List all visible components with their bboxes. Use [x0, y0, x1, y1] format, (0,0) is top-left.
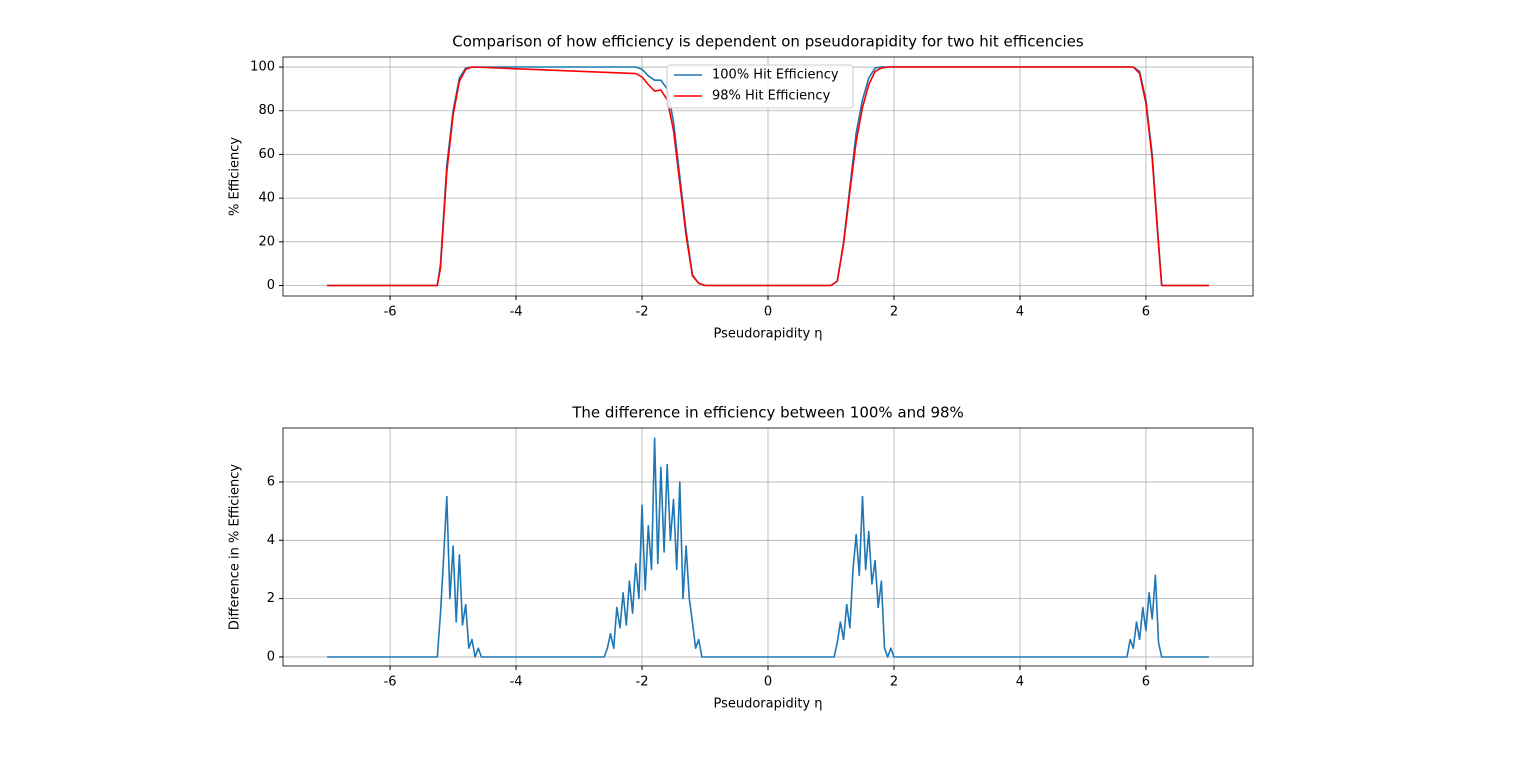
axes-frame [282, 56, 1254, 297]
y-tick-label: 0 [267, 278, 275, 293]
chart-title: The difference in efficiency between 100… [571, 404, 964, 422]
y-tick-label: 0 [267, 649, 275, 664]
y-tick-label: 40 [258, 191, 275, 206]
x-tick-label: -2 [636, 305, 649, 320]
y-tick-label: 6 [267, 474, 275, 489]
y-tick-label: 100 [250, 60, 275, 75]
x-axis-label: Pseudorapidity η [713, 697, 822, 712]
x-tick-label: 6 [1142, 675, 1150, 690]
x-tick-label: -6 [384, 305, 397, 320]
y-axis-label: % Efficiency [228, 137, 243, 216]
y-axis-label: Difference in % Efficiency [228, 464, 243, 631]
y-tick-label: 60 [258, 147, 275, 162]
x-tick-label: 2 [890, 305, 898, 320]
y-tick-label: 80 [258, 103, 275, 118]
x-tick-label: 4 [1016, 305, 1024, 320]
x-tick-label: 6 [1142, 305, 1150, 320]
data-line [327, 437, 1209, 658]
legend-label: 100% Hit Efficiency [712, 68, 839, 83]
x-tick-label: -2 [636, 675, 649, 690]
chart-title: Comparison of how efficiency is dependen… [452, 33, 1084, 51]
legend-label: 98% Hit Efficiency [712, 89, 831, 104]
x-axis-label: Pseudorapidity η [713, 327, 822, 342]
x-tick-label: 0 [764, 305, 772, 320]
legend-box [666, 64, 854, 109]
x-tick-label: -4 [510, 675, 523, 690]
x-tick-label: -6 [384, 675, 397, 690]
legend: 100% Hit Efficiency 98% Hit Efficiency [666, 64, 854, 109]
x-tick-label: 2 [890, 675, 898, 690]
x-tick-label: 4 [1016, 675, 1024, 690]
y-tick-label: 4 [267, 533, 275, 548]
x-tick-label: -4 [510, 305, 523, 320]
y-tick-label: 20 [258, 234, 275, 249]
subplot: Comparison of how efficiency is dependen… [228, 33, 1254, 342]
x-tick-label: 0 [764, 675, 772, 690]
data-line [327, 66, 1209, 287]
axes-frame [282, 427, 1254, 667]
subplot: The difference in efficiency between 100… [228, 404, 1254, 712]
y-tick-label: 2 [267, 591, 275, 606]
